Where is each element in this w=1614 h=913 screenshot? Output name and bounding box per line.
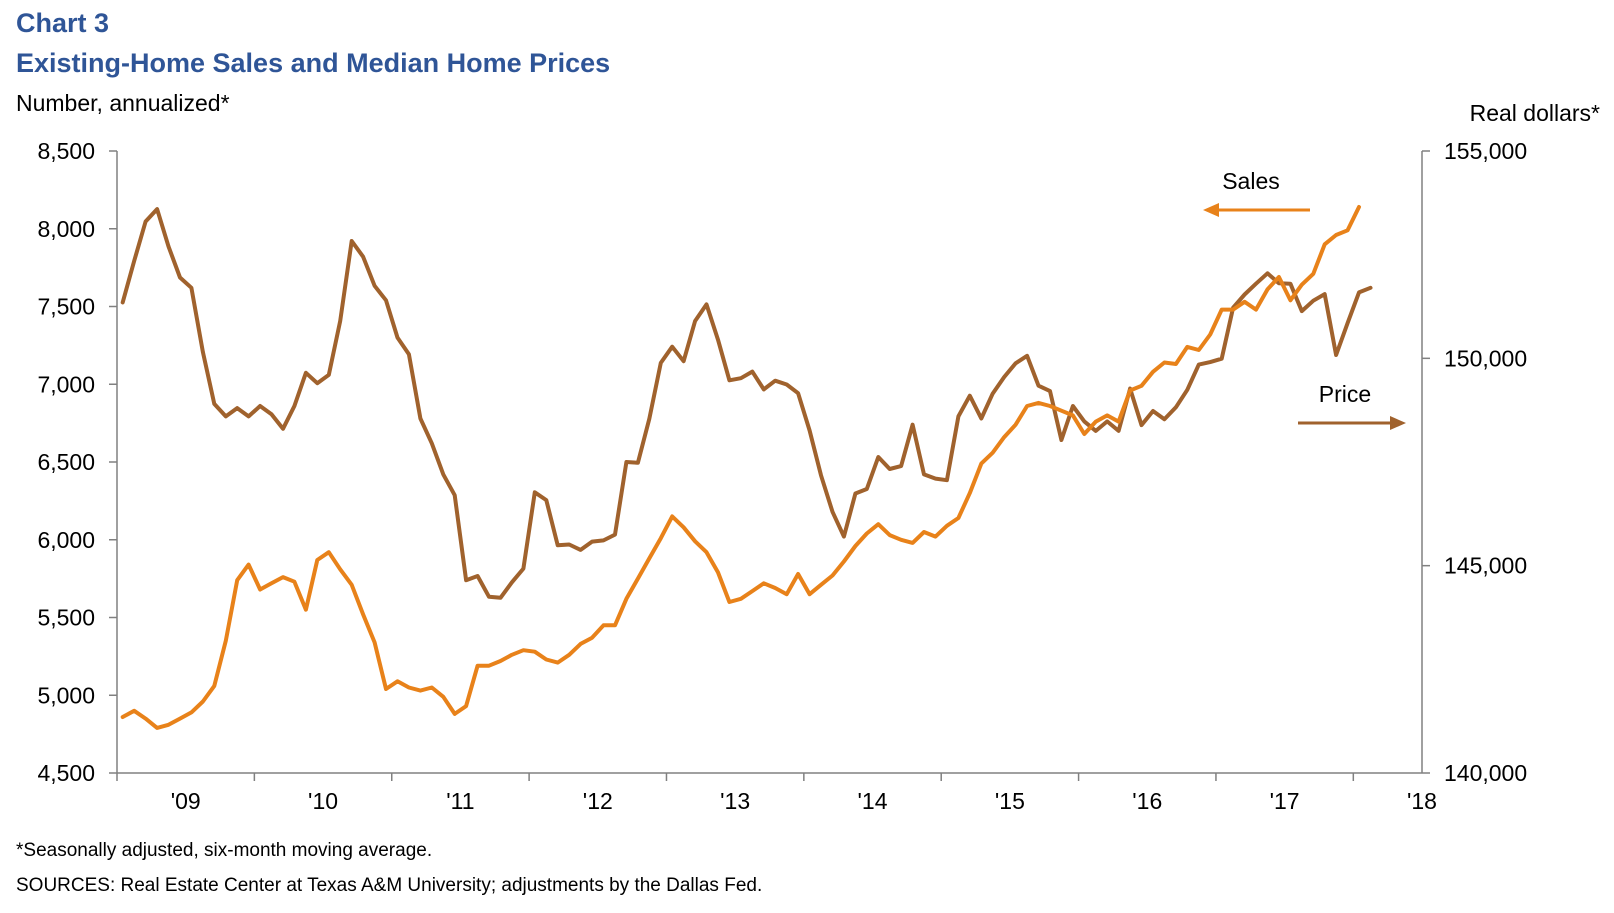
chart-label: Chart 3 xyxy=(16,8,110,38)
series-lines xyxy=(120,205,1373,730)
x-tick-label: '14 xyxy=(858,788,888,814)
left-axis-unit-label: Number, annualized* xyxy=(16,90,230,116)
annotations: Sales Price xyxy=(1203,168,1406,430)
sources-note: SOURCES: Real Estate Center at Texas A&M… xyxy=(16,875,763,896)
left-tick-label: 8,500 xyxy=(37,138,95,164)
right-tick-label: 140,000 xyxy=(1444,760,1527,786)
price-arrow-head xyxy=(1390,416,1406,430)
x-tick-label: '13 xyxy=(720,788,750,814)
left-tick-label: 7,500 xyxy=(37,294,95,320)
left-tick-label: 5,500 xyxy=(37,605,95,631)
x-tick-label: '11 xyxy=(446,788,474,814)
x-tick-label: '10 xyxy=(308,788,338,814)
x-tick-label: '16 xyxy=(1132,788,1162,814)
chart-title: Existing-Home Sales and Median Home Pric… xyxy=(16,48,611,78)
x-tick-label: '18 xyxy=(1407,788,1437,814)
x-tick-label: '15 xyxy=(995,788,1025,814)
left-tick-label: 4,500 xyxy=(37,760,95,786)
x-tick-label: '12 xyxy=(583,788,613,814)
sales-annotation-label: Sales xyxy=(1222,168,1280,194)
left-tick-label: 6,500 xyxy=(37,449,95,475)
left-tick-label: 6,000 xyxy=(37,527,95,553)
left-tick-label: 7,000 xyxy=(37,371,95,397)
price-series-line xyxy=(120,207,1373,600)
right-axis-unit-label: Real dollars* xyxy=(1469,100,1600,126)
sales-arrow-head xyxy=(1203,203,1219,217)
price-annotation-label: Price xyxy=(1319,381,1371,407)
x-tick-label: '09 xyxy=(171,788,201,814)
axes: 4,500 5,000 5,500 6,000 6,500 7,000 7,500 8,000… xyxy=(37,138,1527,814)
x-tick-label: '17 xyxy=(1270,788,1300,814)
left-tick-label: 5,000 xyxy=(37,682,95,708)
right-tick-label: 155,000 xyxy=(1444,138,1527,164)
sales-series-line xyxy=(120,205,1361,730)
left-tick-label: 8,000 xyxy=(37,216,95,242)
footnote: *Seasonally adjusted, six-month moving a… xyxy=(16,840,433,861)
right-tick-label: 150,000 xyxy=(1444,345,1527,371)
right-tick-label: 145,000 xyxy=(1444,553,1527,579)
